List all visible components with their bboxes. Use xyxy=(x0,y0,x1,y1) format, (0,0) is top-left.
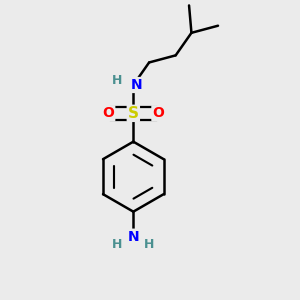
Text: H: H xyxy=(112,238,122,251)
Text: H: H xyxy=(144,238,154,251)
Text: N: N xyxy=(131,78,142,92)
Text: O: O xyxy=(152,106,164,120)
Text: O: O xyxy=(102,106,114,120)
Text: H: H xyxy=(112,74,122,88)
Text: N: N xyxy=(128,230,139,244)
Text: S: S xyxy=(128,106,139,121)
